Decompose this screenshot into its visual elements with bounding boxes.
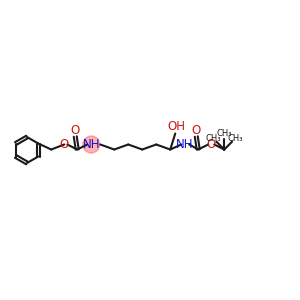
Text: CH₃: CH₃ [228, 134, 243, 143]
Text: CH₃: CH₃ [205, 134, 221, 143]
Text: O: O [60, 138, 69, 151]
Text: O: O [70, 124, 80, 137]
Text: O: O [207, 138, 216, 151]
Ellipse shape [83, 136, 100, 153]
Text: NH: NH [176, 138, 193, 151]
Text: NH: NH [82, 138, 100, 151]
Text: O: O [192, 124, 201, 137]
Text: OH: OH [167, 120, 185, 133]
Text: CH₃: CH₃ [217, 129, 232, 138]
